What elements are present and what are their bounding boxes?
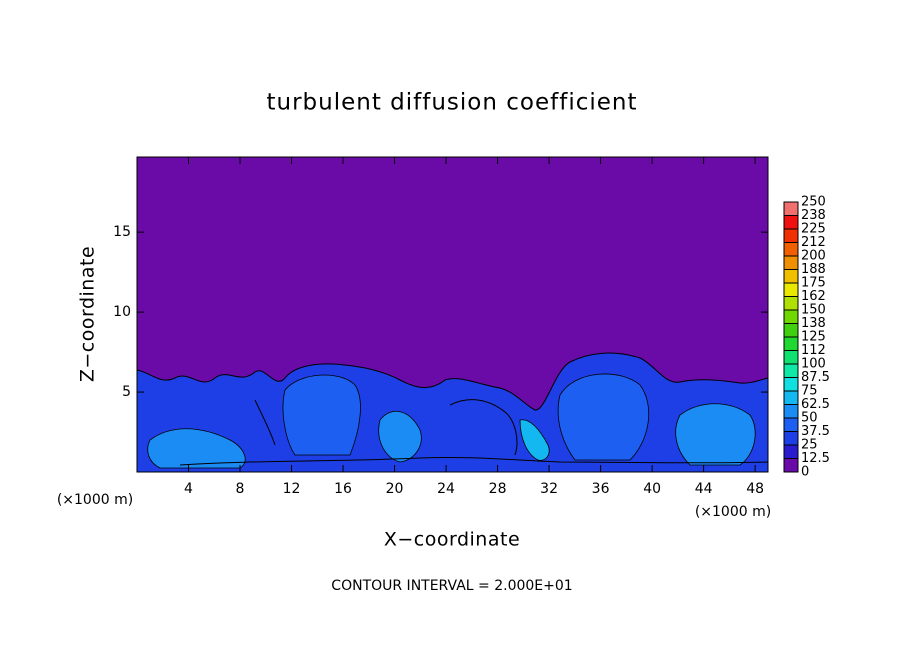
colorbar-label: 100 (801, 357, 826, 372)
colorbar-band (784, 445, 798, 459)
y-tick-label: 10 (113, 304, 131, 320)
colorbar-band (784, 202, 798, 216)
colorbar-band (784, 350, 798, 364)
colorbar-band (784, 310, 798, 324)
field (137, 157, 768, 472)
colorbar-label: 212 (801, 235, 826, 250)
footer-note: CONTOUR INTERVAL = 2.000E+01 (331, 578, 572, 594)
x-tick-label: 48 (746, 481, 764, 497)
x-tick-label: 40 (643, 481, 661, 497)
colorbar-band (784, 391, 798, 405)
colorbar-label: 150 (801, 303, 826, 318)
x-tick-label: 28 (489, 481, 507, 497)
x-tick-label: 32 (540, 481, 558, 497)
colorbar-label: 188 (801, 262, 826, 277)
y-tick-label: 15 (113, 224, 131, 240)
colorbar-label: 75 (801, 384, 818, 399)
x-tick-label: 20 (386, 481, 404, 497)
x-tick-label: 16 (334, 481, 352, 497)
colorbar-label: 225 (801, 222, 826, 237)
colorbar-label: 62.5 (801, 397, 830, 412)
light-region (557, 373, 650, 461)
light-region (675, 403, 756, 466)
x-tick-label: 24 (437, 481, 455, 497)
light-region (282, 374, 361, 456)
colorbar-band (784, 431, 798, 445)
colorbar-band (784, 269, 798, 283)
colorbar-band (784, 323, 798, 337)
colorbar-label: 200 (801, 249, 826, 264)
colorbar-label: 125 (801, 330, 826, 345)
y-tick-label: 5 (122, 384, 131, 400)
colorbar-label: 25 (801, 438, 818, 453)
colorbar-band (784, 215, 798, 229)
colorbar-label: 112 (801, 343, 826, 358)
x-axis-label: X−coordinate (384, 529, 520, 551)
colorbar-label: 37.5 (801, 424, 830, 439)
light-region (378, 410, 422, 463)
x-unit-label: (×1000 m) (695, 504, 771, 520)
colorbar-label: 87.5 (801, 370, 830, 385)
colorbar-label: 162 (801, 289, 826, 304)
x-tick-label: 8 (236, 481, 245, 497)
colorbar-band (784, 296, 798, 310)
colorbar-band (784, 242, 798, 256)
colorbar-band (784, 337, 798, 351)
x-tick-label: 44 (695, 481, 713, 497)
colorbar-label: 50 (801, 411, 818, 426)
colorbar-band (784, 229, 798, 243)
colorbar-band (784, 418, 798, 432)
colorbar-band (784, 458, 798, 472)
colorbar-band (784, 377, 798, 391)
x-tick-label: 4 (184, 481, 193, 497)
colorbar-band (784, 404, 798, 418)
colorbar-label: 250 (801, 195, 826, 210)
colorbar-band (784, 256, 798, 270)
chart-title: turbulent diffusion coefficient (266, 90, 637, 116)
colorbar-label: 238 (801, 208, 826, 223)
colorbar-label: 12.5 (801, 451, 830, 466)
colorbar-label: 0 (801, 465, 809, 480)
colorbar-band (784, 283, 798, 297)
y-axis-label: Z−coordinate (77, 246, 99, 382)
colorbar-label: 138 (801, 316, 826, 331)
light-region (147, 428, 246, 469)
x-tick-label: 12 (283, 481, 301, 497)
light-region (519, 419, 550, 461)
contour-line (179, 399, 768, 466)
colorbar-label: 175 (801, 276, 826, 291)
plot-frame (136, 156, 769, 473)
colorbar-band (784, 364, 798, 378)
x-tick-label: 36 (592, 481, 610, 497)
x-unit-label: (×1000 m) (57, 492, 133, 508)
